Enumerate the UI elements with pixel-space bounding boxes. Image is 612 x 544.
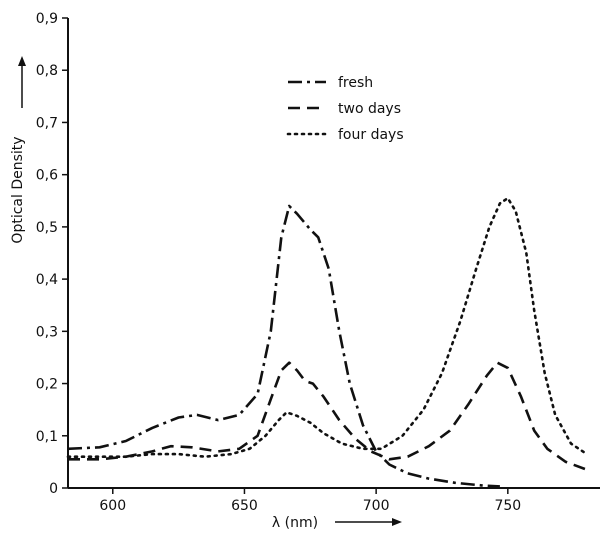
x-tick-label: 600 (99, 498, 126, 514)
series-line-fresh (67, 204, 500, 488)
y-tick-label: 0,7 (36, 115, 58, 131)
y-tick-label: 0,8 (36, 63, 58, 79)
series-line-four-days (66, 196, 589, 458)
y-axis-title: Optical Density (10, 136, 26, 243)
x-axis-ticks: 600 650 700 750 (99, 488, 521, 514)
series-layer (66, 196, 589, 488)
y-tick-label: 0,3 (36, 324, 58, 340)
legend-label: fresh (338, 75, 373, 91)
x-axis-title: λ (nm) (272, 515, 318, 531)
x-tick-label: 650 (231, 498, 258, 514)
y-tick-label: 0,6 (36, 168, 58, 184)
y-tick-label: 0,1 (36, 429, 58, 445)
x-axis-title-arrow (335, 518, 402, 526)
y-tick-label: 0,2 (36, 377, 58, 393)
y-axis-ticks: 0 0,1 0,2 0,3 0,4 0,5 0,6 0,7 0,8 0,9 (36, 11, 68, 497)
y-tick-label: 0 (49, 481, 58, 497)
legend-label: four days (338, 127, 404, 143)
y-tick-label: 0,9 (36, 11, 58, 27)
series-line-two-days (68, 361, 588, 471)
legend: fresh two days four days (286, 75, 404, 143)
y-tick-label: 0,4 (36, 272, 58, 288)
x-tick-label: 750 (494, 498, 521, 514)
x-tick-label: 700 (363, 498, 390, 514)
legend-label: two days (338, 101, 401, 117)
y-axis-title-arrow (18, 56, 26, 108)
y-tick-label: 0,5 (36, 220, 58, 236)
